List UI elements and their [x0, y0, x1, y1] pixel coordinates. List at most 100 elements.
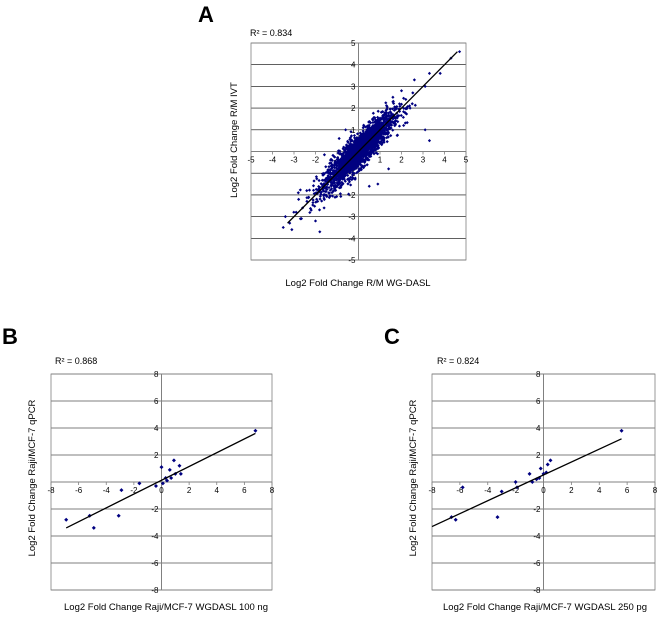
data-point: [313, 204, 317, 208]
data-point: [335, 164, 339, 168]
y-tick-label: -6: [151, 559, 159, 568]
data-point: [324, 189, 328, 194]
data-point: [311, 184, 316, 188]
data-point: [355, 157, 359, 161]
data-point: [404, 112, 409, 116]
data-point: [335, 175, 339, 179]
data-point: [376, 140, 381, 144]
x-tick-label: -8: [47, 486, 55, 495]
data-point: [346, 139, 350, 143]
data-point: [322, 181, 326, 186]
data-point: [283, 215, 287, 219]
data-point: [356, 164, 360, 169]
data-point: [314, 175, 318, 179]
data-point: [366, 153, 370, 157]
data-point: [319, 182, 323, 186]
data-point: [367, 184, 371, 188]
x-tick-label: 1: [378, 156, 383, 165]
data-point: [333, 159, 338, 164]
data-point: [391, 95, 395, 99]
data-point: [375, 152, 380, 156]
data-point: [348, 137, 352, 141]
y-tick-label: 2: [154, 451, 159, 460]
data-point: [326, 171, 330, 175]
data-point: [329, 184, 333, 188]
data-point: [346, 157, 350, 161]
data-point: [363, 144, 368, 148]
data-point: [371, 137, 376, 142]
data-point: [327, 191, 331, 195]
data-point: [367, 142, 372, 146]
x-tick-label: -4: [484, 486, 492, 495]
data-point: [381, 115, 385, 119]
data-point: [366, 158, 370, 162]
data-point: [312, 191, 316, 196]
y-tick-label: 3: [351, 82, 356, 91]
data-point: [361, 164, 365, 168]
x-tick-label: 5: [464, 156, 469, 165]
data-point: [382, 136, 386, 140]
data-point: [405, 121, 409, 125]
data-point: [394, 119, 398, 123]
data-point: [171, 458, 176, 463]
data-point: [297, 197, 301, 201]
data-point: [366, 145, 370, 149]
data-point: [353, 166, 357, 170]
data-point: [335, 170, 339, 174]
data-point: [349, 163, 353, 168]
data-point: [334, 185, 338, 189]
data-point: [359, 146, 363, 150]
data-point: [364, 154, 368, 158]
data-point: [387, 167, 391, 171]
data-point: [347, 192, 351, 196]
y-tick-label: -2: [151, 505, 159, 514]
data-point: [366, 139, 370, 143]
data-point: [329, 161, 333, 165]
x-tick-label: 4: [442, 156, 447, 165]
data-point: [346, 165, 350, 169]
data-point: [324, 193, 329, 197]
data-point: [333, 181, 337, 185]
data-point: [356, 157, 360, 162]
data-point: [331, 153, 335, 158]
data-point: [167, 467, 172, 472]
data-point: [351, 157, 355, 161]
data-point: [374, 142, 378, 146]
panel-c: C R² = 0.824 -8 -6 -4 -2 0 2 4 6 8 8 6 4 2 -2 -4 -6 -8 L…: [384, 324, 658, 613]
data-point: [350, 175, 354, 179]
data-point: [294, 210, 298, 214]
data-point: [328, 176, 333, 180]
data-point: [336, 155, 340, 160]
x-tick-label: -4: [269, 156, 277, 165]
panel-a-r-squared: R² = 0.834: [250, 28, 292, 38]
data-point: [363, 149, 367, 154]
data-point: [347, 163, 351, 167]
data-point: [298, 217, 303, 221]
data-point: [347, 144, 352, 148]
data-point: [337, 186, 341, 190]
data-point: [405, 107, 409, 111]
data-point: [392, 120, 396, 125]
data-point: [312, 179, 316, 183]
y-tick-label: 5: [351, 39, 356, 48]
data-point: [349, 165, 353, 169]
data-point: [368, 149, 372, 153]
data-point: [356, 169, 360, 173]
y-tick-label: -8: [151, 586, 159, 595]
data-point: [357, 157, 362, 161]
data-point: [370, 134, 374, 138]
data-point: [397, 102, 402, 106]
data-point: [396, 120, 400, 124]
data-point: [344, 150, 348, 154]
data-point: [391, 100, 395, 104]
y-tick-label: -6: [533, 559, 541, 568]
data-point: [380, 141, 384, 145]
data-point: [353, 143, 358, 147]
data-point: [327, 165, 331, 169]
data-point: [376, 182, 380, 186]
data-point: [538, 466, 543, 471]
data-point: [548, 458, 553, 463]
data-point: [334, 166, 338, 170]
data-point: [343, 179, 347, 183]
data-point: [412, 78, 416, 82]
